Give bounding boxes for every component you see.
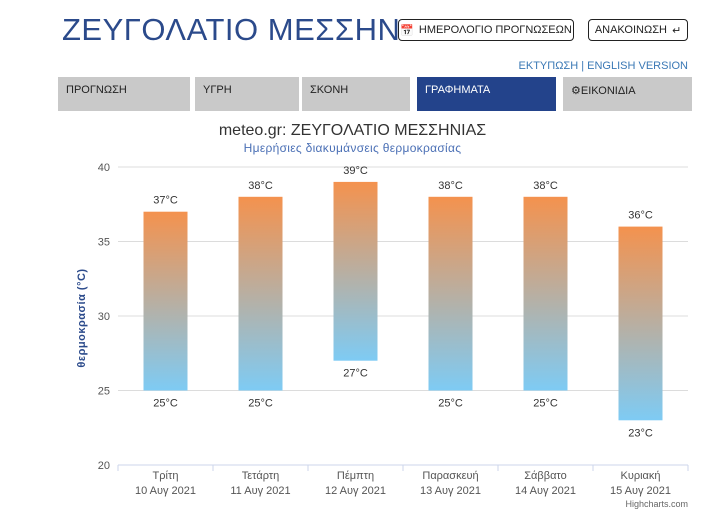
tab-label: ΣΚΟΝΗ [310,84,349,96]
tab-label: ΠΡΟΓΝΩΣΗ [66,84,127,96]
gear-icon: ⚙ [571,85,581,97]
temperature-bar [618,226,663,421]
arrow-down-icon: ↵ [671,24,682,37]
x-date-label: 10 Αυγ 2021 [135,485,196,497]
high-temp-label: 37°C [153,195,178,207]
forecast-calendar-button[interactable]: 📅 ΗΜΕΡΟΛΟΓΙΟ ΠΡΟΓΝΩΣΕΩΝ [398,19,574,41]
low-temp-label: 25°C [248,398,273,410]
tab-humidity[interactable]: ΥΓΡΗ [195,77,299,111]
x-day-label: Πέμπτη [337,470,374,482]
chart-subtitle: Ημερήσιες διακυμάνσεις θερμοκρασίας [243,141,462,155]
low-temp-label: 25°C [153,398,178,410]
tab-label: ΥΓΡΗ [203,84,232,96]
english-version-link[interactable]: ENGLISH VERSION [587,60,688,72]
top-links: ΕΚΤΥΠΩΣΗ | ENGLISH VERSION [519,60,688,72]
temperature-bars [143,181,663,421]
y-tick-label: 35 [98,237,110,249]
link-separator: | [581,60,585,72]
x-date-label: 11 Αυγ 2021 [230,485,290,497]
y-tick-label: 25 [98,386,110,398]
grid-lines [118,166,688,466]
low-temp-label: 23°C [628,427,653,439]
tab-icons[interactable]: ⚙ΕΙΚΟΝΙΔΙΑ [563,77,692,111]
tab-charts[interactable]: ΓΡΑΦΗΜΑΤΑ [417,77,556,111]
high-temp-label: 38°C [438,180,463,192]
low-temp-label: 27°C [343,368,368,380]
x-day-label: Τρίτη [153,470,179,482]
temperature-bar [523,196,568,391]
announcement-label: ΑΝΑΚΟΙΝΩΣΗ [594,24,667,36]
temperature-bar [428,196,473,391]
y-tick-label: 30 [98,311,110,323]
high-temp-label: 36°C [628,210,653,222]
x-date-label: 15 Αυγ 2021 [610,485,671,497]
low-temp-label: 25°C [438,398,463,410]
x-date-label: 13 Αυγ 2021 [420,485,481,497]
temperature-bar [238,196,283,391]
x-day-label: Παρασκευή [422,470,478,482]
highcharts-credit[interactable]: Highcharts.com [625,499,688,509]
temperature-bar [333,181,378,361]
x-axis: Τρίτη 10 Αυγ 2021 Τετάρτη 11 Αυγ 2021 Πέμπτη… [117,464,689,497]
print-link[interactable]: ΕΚΤΥΠΩΣΗ [518,60,579,72]
x-date-label: 12 Αυγ 2021 [325,485,386,497]
y-axis-ticks: 20 25 30 35 40 [98,162,110,472]
calendar-icon: 📅 [400,24,414,37]
page-title: ΖΕΥΓΟΛΑΤΙΟ ΜΕΣΣΗΝΙΑΣ [62,12,451,47]
high-temp-label: 39°C [343,165,368,177]
temperature-bar [143,211,188,391]
tab-dust[interactable]: ΣΚΟΝΗ [302,77,410,111]
tab-forecast[interactable]: ΠΡΟΓΝΩΣΗ [58,77,190,111]
x-date-label: 14 Αυγ 2021 [515,485,576,497]
high-temp-label: 38°C [248,180,273,192]
forecast-calendar-label: ΗΜΕΡΟΛΟΓΙΟ ΠΡΟΓΝΩΣΕΩΝ [418,24,572,36]
announcement-button[interactable]: ΑΝΑΚΟΙΝΩΣΗ ↵ [588,19,688,41]
chart-title: meteo.gr: ΖΕΥΓΟΛΑΤΙΟ ΜΕΣΣΗΝΙΑΣ [218,122,487,139]
tab-label: ΕΙΚΟΝΙΔΙΑ [580,85,636,97]
x-day-label: Τετάρτη [242,470,280,482]
high-temp-label: 38°C [533,180,558,192]
data-labels: 37°C 25°C 38°C 25°C 39°C 27°C 38°C 25°C 38°C 25°C… [153,165,653,439]
y-tick-label: 20 [98,460,110,472]
x-day-label: Σάββατο [524,470,566,482]
x-day-label: Κυριακή [620,470,660,482]
y-tick-label: 40 [98,162,110,174]
low-temp-label: 25°C [533,398,558,410]
tab-label: ΓΡΑΦΗΜΑΤΑ [425,84,491,96]
